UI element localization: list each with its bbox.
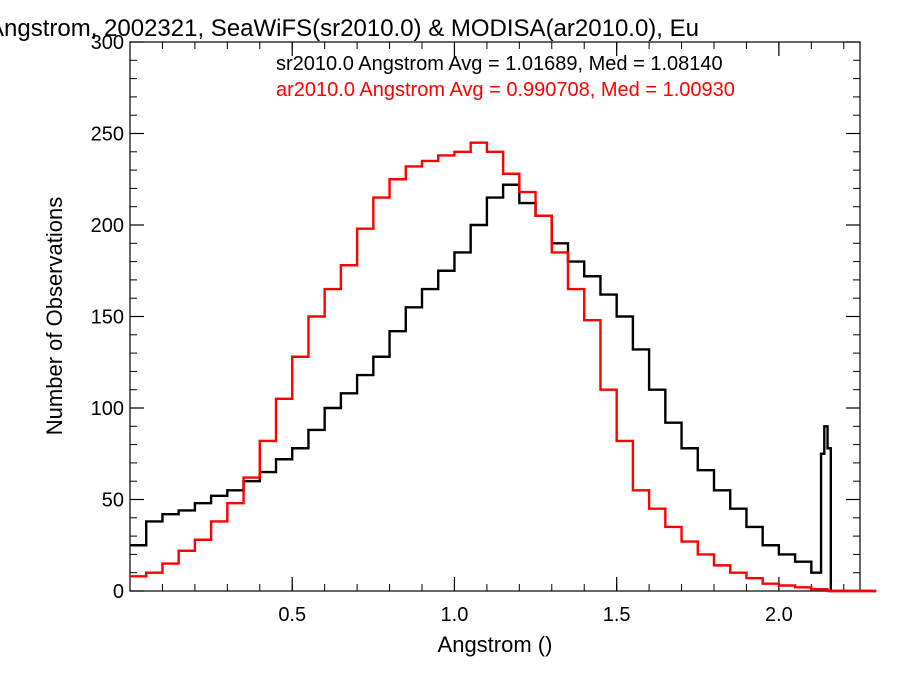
- x-tick-label: 1.0: [441, 604, 469, 626]
- series-line-ar2010: [130, 141, 877, 593]
- series-layer: [130, 141, 877, 593]
- y-tick-label: 300: [91, 32, 124, 54]
- plot-frame: [129, 41, 861, 592]
- y-axis: 0 50 100 150 200 250 300: [91, 32, 860, 603]
- chart-title: Angstrom, 2002321, SeaWiFS(sr2010.0) & M…: [0, 15, 699, 42]
- x-tick-label: 2.0: [765, 604, 793, 626]
- y-tick-label: 200: [91, 215, 124, 237]
- y-axis-label: Number of Observations: [42, 197, 67, 435]
- annotation-sr2010: sr2010.0 Angstrom Avg = 1.01689, Med = 1…: [276, 53, 723, 75]
- x-axis: 0.5 1.0 1.5 2.0: [161, 42, 845, 626]
- y-tick-label: 50: [102, 490, 124, 512]
- x-axis-label: Angstrom (): [438, 632, 553, 657]
- x-tick-label: 1.5: [603, 604, 631, 626]
- y-tick-label: 250: [91, 124, 124, 146]
- annotation-ar2010: ar2010.0 Angstrom Avg = 0.990708, Med = …: [276, 79, 735, 101]
- x-tick-label: 0.5: [278, 604, 306, 626]
- y-tick-label: 0: [113, 581, 124, 603]
- y-tick-label: 100: [91, 398, 124, 420]
- y-tick-label: 150: [91, 307, 124, 329]
- plot-border: [129, 41, 861, 592]
- series-line-sr2010: [130, 183, 877, 593]
